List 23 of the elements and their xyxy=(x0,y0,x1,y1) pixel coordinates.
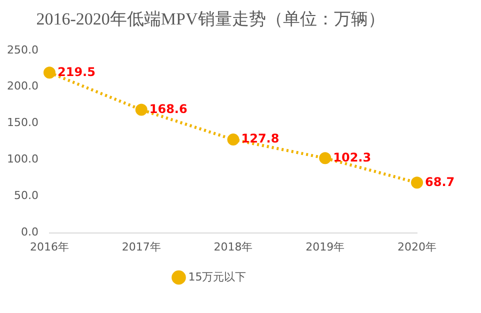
y-tick-label: 150.0 xyxy=(6,116,38,130)
chart-title: 2016-2020年低端MPV销量走势（单位：万辆） xyxy=(36,10,385,29)
y-tick-label: 200.0 xyxy=(6,80,38,93)
point xyxy=(135,104,148,116)
data-label: 219.5 xyxy=(57,64,96,79)
y-tick-label: 50.0 xyxy=(14,189,38,202)
point xyxy=(227,134,240,146)
point xyxy=(319,152,332,164)
x-tick-label: 2017年 xyxy=(122,240,161,254)
x-tick-label: 2016年 xyxy=(30,240,69,254)
data-label: 127.8 xyxy=(241,132,280,146)
data-label: 68.7 xyxy=(425,174,455,189)
data-label: 102.3 xyxy=(333,150,372,164)
x-tick-label: 2019年 xyxy=(306,240,345,254)
y-tick-label: 100.0 xyxy=(6,152,38,166)
y-tick-label: 0.0 xyxy=(20,226,38,239)
x-tick-label: 2018年 xyxy=(214,240,253,254)
point xyxy=(411,176,423,189)
x-tick-label: 2020年 xyxy=(398,240,436,254)
point xyxy=(43,66,56,79)
data-label: 168.6 xyxy=(149,102,188,116)
legend-label: 15万元以下 xyxy=(188,270,246,284)
y-tick-label: 250.0 xyxy=(6,43,38,56)
